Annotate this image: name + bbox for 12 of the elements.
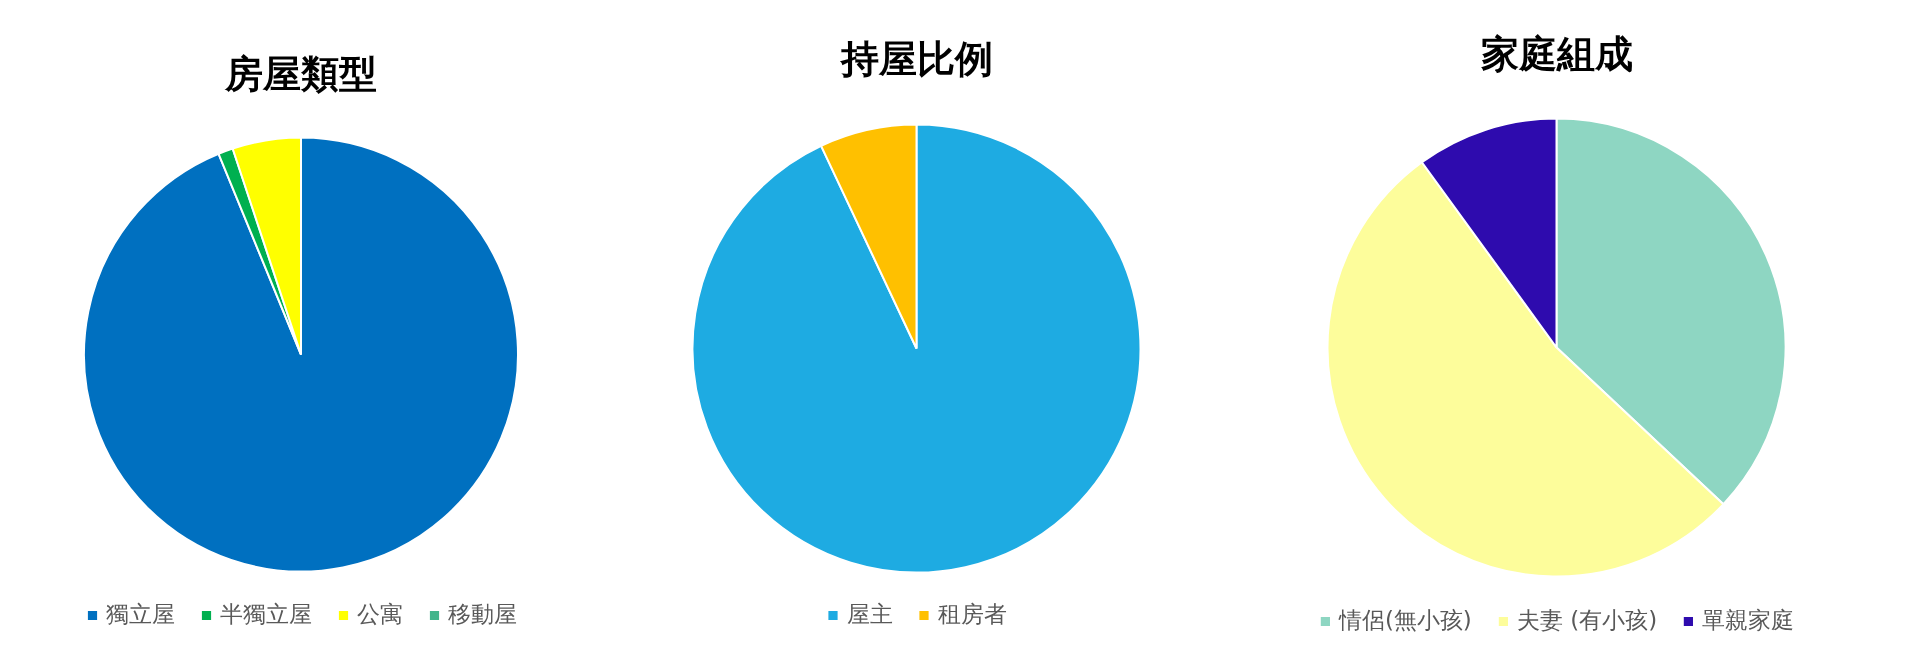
- chart-title: 持屋比例: [838, 36, 993, 81]
- legend-label: 移動屋: [447, 600, 517, 629]
- legend-label: 情侶(無小孩): [1338, 606, 1472, 635]
- legend-label: 單親家庭: [1702, 606, 1795, 635]
- chart-title: 房屋類型: [224, 51, 377, 96]
- legend-label: 半獨立屋: [219, 600, 312, 629]
- legend-label: 租房者: [937, 600, 1007, 629]
- legend-label: 獨立屋: [105, 600, 175, 629]
- legend-label: 屋主: [846, 600, 893, 629]
- legend-label: 夫妻 (有小孩): [1516, 606, 1658, 635]
- legend-label: 公寓: [356, 600, 403, 629]
- chart-title: 家庭組成: [1480, 31, 1633, 76]
